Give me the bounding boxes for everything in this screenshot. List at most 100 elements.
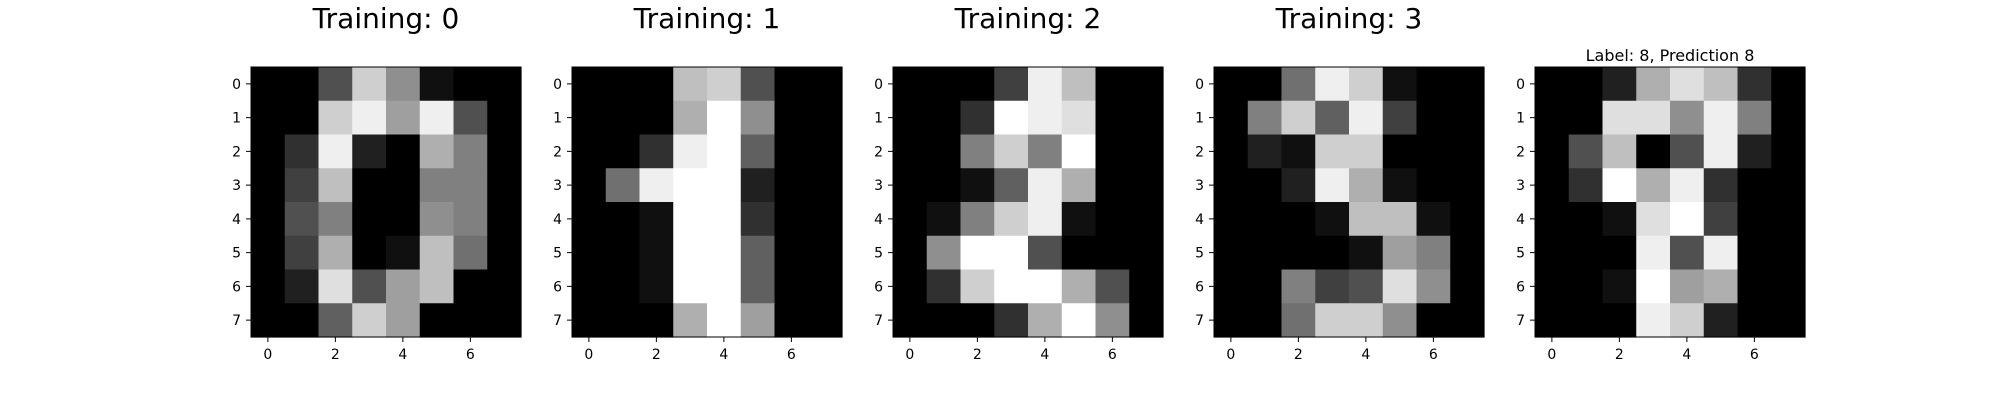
x-tick-label: 6 — [1108, 347, 1117, 363]
pixel-cell — [639, 134, 674, 169]
x-tick-label: 0 — [1547, 347, 1556, 363]
pixel-cell — [1281, 168, 1316, 203]
pixel-cell — [740, 134, 776, 169]
pixel-cell — [1636, 168, 1671, 203]
x-tick-label: 0 — [584, 347, 593, 363]
pixel-cell — [386, 168, 421, 203]
pixel-cell — [774, 269, 809, 304]
pixel-cell — [740, 269, 776, 304]
pixel-cell — [707, 134, 742, 169]
x-tick-label: 0 — [905, 347, 914, 363]
x-tick-label: 2 — [1615, 347, 1624, 363]
pixel-cell — [1771, 100, 1806, 136]
pixel-cell — [1771, 134, 1806, 169]
pixel-cell — [1281, 202, 1316, 237]
y-tick-label: 3 — [553, 178, 562, 194]
pixel-cell — [1382, 269, 1418, 304]
pixel-cell — [774, 303, 809, 338]
pixel-cell — [808, 134, 843, 169]
y-tick-label: 2 — [553, 144, 562, 160]
pixel-cell — [1535, 67, 1570, 102]
pixel-cell — [808, 269, 843, 304]
pixel-cell — [352, 134, 387, 169]
pixel-cell — [284, 100, 320, 136]
pixel-cell — [605, 235, 641, 271]
pixel-cell — [1737, 67, 1772, 102]
pixel-cell — [740, 202, 776, 237]
pixel-cell — [1382, 235, 1418, 271]
pixel-cell — [1129, 202, 1164, 237]
x-tick-label: 6 — [1429, 347, 1438, 363]
pixel-cell — [1247, 202, 1283, 237]
pixel-cell — [453, 168, 488, 203]
pixel-cell — [251, 235, 286, 271]
pixel-cell — [994, 303, 1029, 338]
pixel-cell — [1535, 100, 1570, 136]
panel-title: Training: 3 — [1275, 2, 1423, 35]
pixel-cell — [1061, 67, 1097, 102]
pixel-cell — [707, 269, 742, 304]
pixel-cell — [1028, 235, 1063, 271]
x-tick-label: 4 — [1040, 347, 1049, 363]
pixel-cell — [487, 202, 522, 237]
pixel-cell — [1416, 67, 1451, 102]
pixel-cell — [318, 134, 353, 169]
pixel-cell — [1703, 100, 1739, 136]
pixel-cell — [1568, 235, 1604, 271]
pixel-cell — [1737, 235, 1772, 271]
pixel-cell — [1636, 269, 1671, 304]
pixel-cell — [1535, 202, 1570, 237]
pixel-cell — [1703, 235, 1739, 271]
pixel-cell — [1129, 269, 1164, 304]
axes-frame — [250, 66, 522, 338]
pixel-cell — [1095, 67, 1130, 102]
y-tick-label: 4 — [553, 212, 562, 228]
pixel-cell — [1636, 235, 1671, 271]
pixel-cell — [386, 67, 421, 102]
pixel-cell — [1214, 303, 1249, 338]
pixel-cell — [1095, 202, 1130, 237]
pixel-cell — [1028, 202, 1063, 237]
y-tick-label: 5 — [1195, 246, 1204, 262]
pixel-cell — [740, 168, 776, 203]
pixel-cell — [1636, 100, 1671, 136]
pixel-cell — [1095, 168, 1130, 203]
digit-panel-3: Training: 3 0 1 2 3 4 5 6 7 0 2 4 6 — [1195, 2, 1485, 363]
pixel-cell — [926, 269, 962, 304]
y-tick-label: 0 — [232, 77, 241, 93]
pixel-cell — [318, 67, 353, 102]
pixel-cell — [1349, 303, 1384, 338]
pixel-cell — [419, 67, 455, 102]
pixel-cell — [605, 303, 641, 338]
y-tick-label: 6 — [1195, 279, 1204, 295]
pixel-cell — [1349, 269, 1384, 304]
pixel-cell — [1450, 168, 1485, 203]
y-tick-label: 1 — [1516, 111, 1525, 127]
pixel-cell — [1061, 303, 1097, 338]
pixel-cell — [284, 202, 320, 237]
pixel-cell — [1095, 134, 1130, 169]
x-tick-label: 0 — [263, 347, 272, 363]
pixel-cell — [926, 303, 962, 338]
pixel-cell — [960, 100, 995, 136]
pixel-cell — [673, 235, 708, 271]
pixel-cell — [1315, 269, 1350, 304]
pixel-cell — [707, 202, 742, 237]
y-tick-label: 7 — [1516, 313, 1525, 329]
pixel-cell — [774, 67, 809, 102]
pixel-cell — [740, 100, 776, 136]
pixel-cell — [386, 303, 421, 338]
pixel-cell — [639, 168, 674, 203]
pixel-cell — [1028, 303, 1063, 338]
pixel-cell — [1349, 134, 1384, 169]
pixel-cell — [1214, 134, 1249, 169]
pixel-cell — [1349, 202, 1384, 237]
y-tick-label: 2 — [1516, 144, 1525, 160]
pixel-cell — [1247, 100, 1283, 136]
pixel-cell — [1129, 235, 1164, 271]
pixel-cell — [1568, 134, 1604, 169]
pixel-cell — [251, 303, 286, 338]
pixel-cell — [1247, 303, 1283, 338]
pixel-cell — [1771, 269, 1806, 304]
pixel-cell — [318, 168, 353, 203]
